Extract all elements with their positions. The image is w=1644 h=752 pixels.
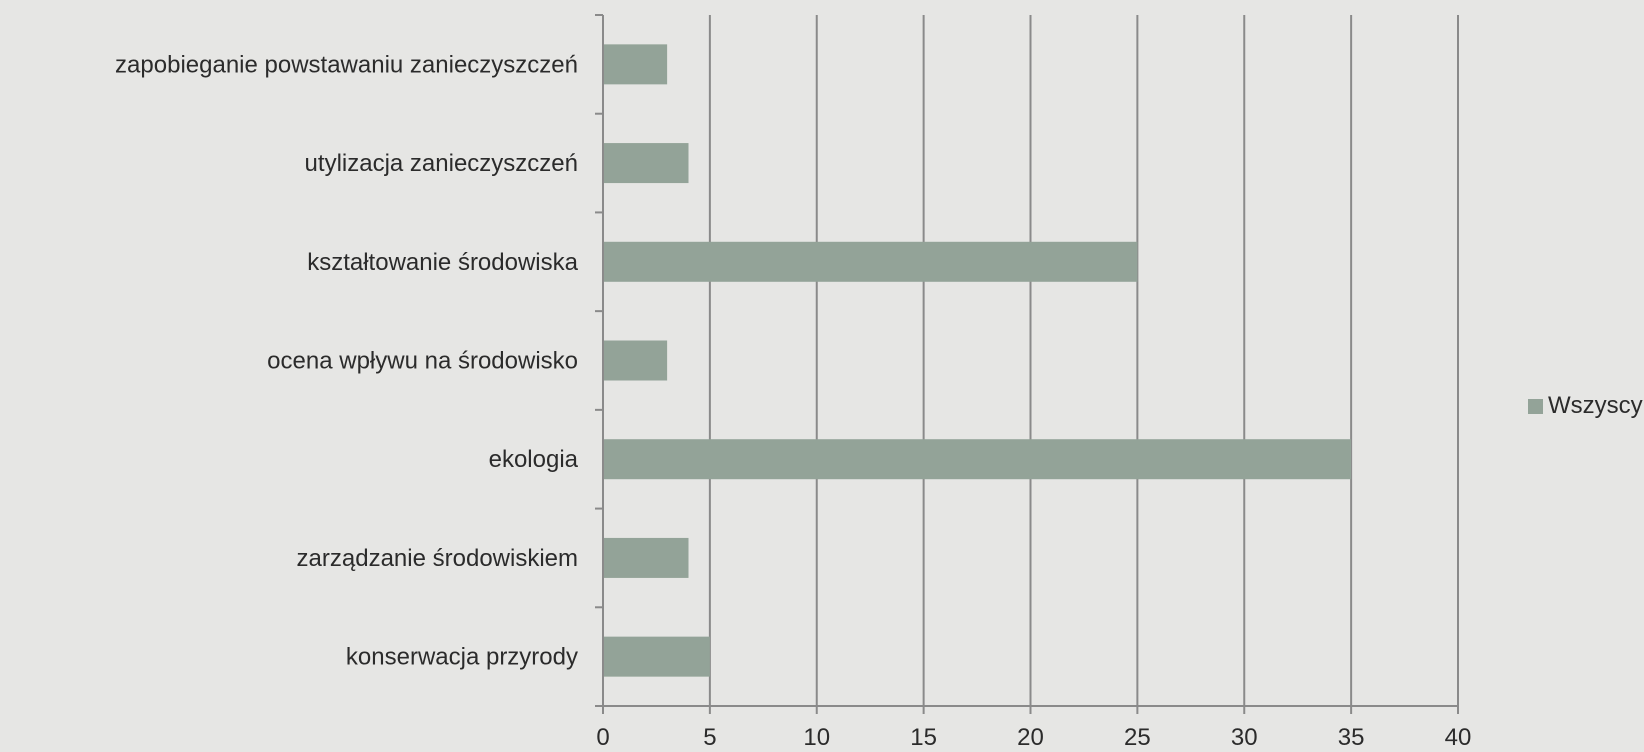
bar-konserwacja-przyrody [603,636,710,677]
legend: Wszyscy [1528,392,1643,419]
bar-ekologia [603,439,1352,480]
x-tick-label-35: 35 [1338,724,1365,751]
category-label-ekologia: ekologia [489,446,579,473]
category-labels: zapobieganie powstawaniu zanieczyszczeń u… [115,51,579,670]
category-label-ocena-wp-ywu-na-rodowisko: ocena wpływu na środowisko [267,348,578,375]
x-tick-label-30: 30 [1231,724,1258,751]
bar-kszta-towanie-rodowiska [603,241,1138,282]
x-tick-label-0: 0 [596,724,609,751]
bars [603,44,1352,677]
bar-zarz-dzanie-rodowiskiem [603,537,689,578]
grid-lines [708,15,1459,706]
x-tick-label-5: 5 [703,724,716,751]
category-label-kszta-towanie-rodowiska: kształtowanie środowiska [307,249,578,276]
category-label-zapobieganie-powstawaniu-zanieczyszcze: zapobieganie powstawaniu zanieczyszczeń [115,51,578,78]
category-label-utylizacja-zanieczyszcze: utylizacja zanieczyszczeń [305,150,578,177]
x-tick-label-20: 20 [1017,724,1044,751]
bar-ocena-wp-ywu-na-rodowisko [603,340,668,381]
axes [595,14,1459,714]
x-tick-label-25: 25 [1124,724,1151,751]
bar-zapobieganie-powstawaniu-zanieczyszcze [603,44,668,85]
x-tick-label-40: 40 [1445,724,1472,751]
x-tick-label-10: 10 [803,724,830,751]
legend-label-wszyscy: Wszyscy [1548,392,1643,419]
tick-labels: 0 5 10 15 20 25 30 35 40 [596,724,1471,751]
bar-utylizacja-zanieczyszcze [603,143,689,184]
category-label-zarz-dzanie-rodowiskiem: zarządzanie środowiskiem [297,545,578,572]
legend-swatch [1528,399,1543,414]
x-tick-label-15: 15 [910,724,937,751]
category-label-konserwacja-przyrody: konserwacja przyrody [346,644,578,671]
